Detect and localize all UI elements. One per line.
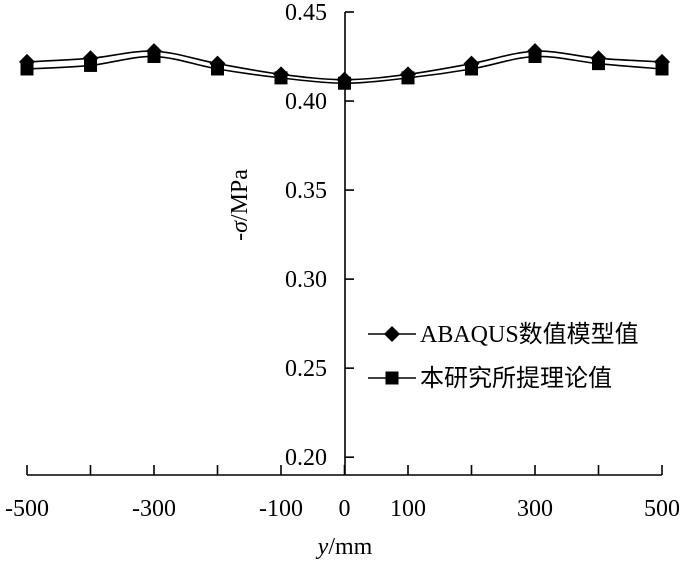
square-marker — [274, 71, 288, 85]
series-layer — [19, 43, 670, 90]
y-tick-label: 0.25 — [285, 356, 327, 382]
diamond-marker — [82, 50, 99, 67]
square-marker — [401, 71, 415, 85]
legend-item-1: ABAQUS数值模型值 — [368, 321, 639, 348]
y-tick-label: 0.35 — [285, 178, 327, 204]
x-tick-label: 500 — [644, 496, 680, 522]
y-axis-prefix: - — [227, 233, 253, 241]
x-tick-label: -300 — [132, 496, 176, 522]
y-tick-label: 0.30 — [285, 267, 327, 293]
y-axis-variable: σ — [227, 220, 253, 233]
y-tick-label: 0.40 — [285, 89, 327, 115]
x-axis-variable: y — [316, 534, 329, 560]
series-2 — [20, 50, 669, 90]
diamond-marker — [19, 53, 35, 70]
axes: -500 -300 -100 0 100 300 500 0.20 0.25 0.30 0.35 0.… — [5, 0, 680, 522]
square-marker — [528, 50, 542, 64]
square-marker — [147, 50, 161, 64]
x-axis-title: y/mm — [316, 534, 373, 560]
legend-label: 本研究所提理论值 — [420, 365, 612, 392]
x-tick-label: 100 — [390, 496, 426, 522]
y-axis-unit: /MPa — [227, 169, 253, 221]
diamond-marker — [654, 53, 670, 70]
square-marker — [465, 62, 478, 76]
x-tick-label: 0 — [339, 496, 351, 522]
y-tick-label: 0.45 — [285, 0, 327, 26]
square-marker — [211, 62, 224, 76]
square-marker — [338, 76, 351, 90]
legend-label: ABAQUS数值模型值 — [420, 321, 639, 348]
legend-diamond-marker — [384, 326, 400, 342]
square-marker — [655, 62, 669, 76]
y-axis-title: -σ/MPa — [227, 169, 253, 241]
legend-item-2: 本研究所提理论值 — [368, 365, 612, 392]
x-axis-unit: /mm — [328, 534, 372, 560]
y-tick-label: 0.20 — [285, 445, 327, 471]
square-marker — [592, 57, 605, 71]
x-tick-label: -500 — [5, 496, 49, 522]
square-marker — [84, 58, 97, 72]
legend-square-marker — [385, 371, 399, 385]
x-tick-label: -100 — [259, 496, 303, 522]
x-tick-label: 300 — [517, 496, 553, 522]
square-marker — [20, 62, 34, 76]
